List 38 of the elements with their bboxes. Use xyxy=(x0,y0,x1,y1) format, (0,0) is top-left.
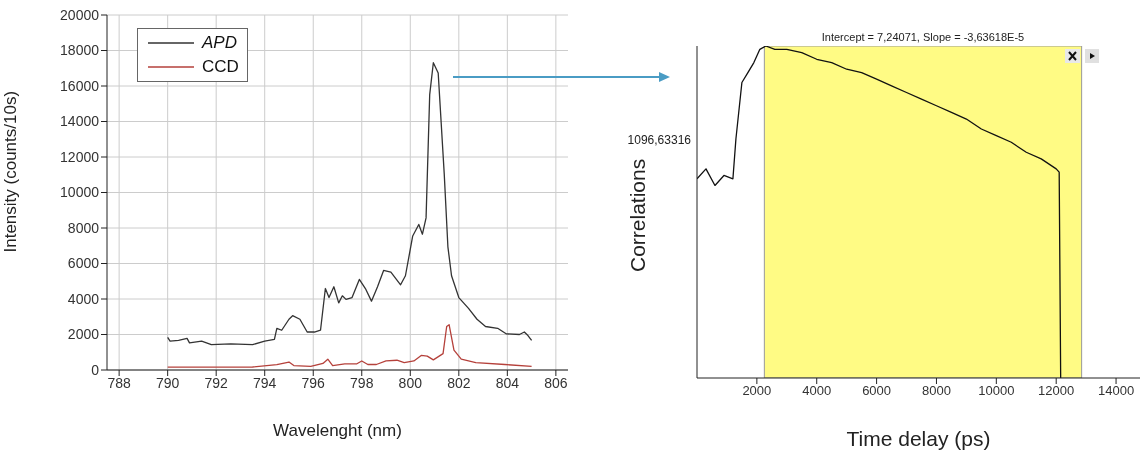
y-tick-label: 14000 xyxy=(60,113,100,130)
legend-label: CCD xyxy=(202,57,239,77)
y-tick-label: 10000 xyxy=(60,184,100,201)
y-tick-label: 8000 xyxy=(67,219,100,236)
x-tick-label: 796 xyxy=(301,374,326,391)
y-tick-label: 16000 xyxy=(60,77,100,94)
line-series xyxy=(167,324,533,368)
band-label: Intercept = 7,24071, Slope = -3,63618E-5 xyxy=(821,31,1025,43)
x-axis-title: Time delay (ps) xyxy=(846,427,991,450)
x-tick-label: 4000 xyxy=(802,383,832,399)
x-tick-label: 12000 xyxy=(1038,383,1075,399)
x-tick-label: 10000 xyxy=(978,383,1015,399)
y-axis-title: Correlations xyxy=(626,158,650,272)
y-tick-label: 18000 xyxy=(60,42,100,59)
line-series xyxy=(167,62,533,346)
x-tick-label: 2000 xyxy=(742,383,772,399)
x-tick-label: 6000 xyxy=(862,383,892,399)
y-tick-label: 6000 xyxy=(67,255,100,272)
y-axis-title: Intensity (counts/10s) xyxy=(1,90,21,253)
text: 1096,63316 xyxy=(627,133,691,147)
y-tick-label: 12000 xyxy=(60,148,100,165)
x-tick-label: 8000 xyxy=(922,383,951,399)
y-tick-label: 20000 xyxy=(60,6,100,23)
x-tick-label: 788 xyxy=(107,374,132,391)
x-tick-label: 798 xyxy=(350,374,374,391)
y-tick-label: 4000 xyxy=(67,290,100,307)
x-tick-label: 800 xyxy=(398,374,423,391)
x-tick-label: 802 xyxy=(447,374,471,391)
x-axis-title: Wavelenght (nm) xyxy=(273,421,402,440)
x-tick-label: 790 xyxy=(155,374,180,391)
y-tick-label: 2000 xyxy=(67,326,100,343)
x-tick-label: 792 xyxy=(204,374,229,391)
x-tick-label: 804 xyxy=(495,374,520,391)
y-tick-label: 0 xyxy=(91,361,100,378)
x-tick-label: 806 xyxy=(544,374,568,391)
x-tick-label: 794 xyxy=(253,374,277,391)
x-tick-label: 14000 xyxy=(1097,383,1135,399)
legend-label: APD xyxy=(202,33,237,53)
